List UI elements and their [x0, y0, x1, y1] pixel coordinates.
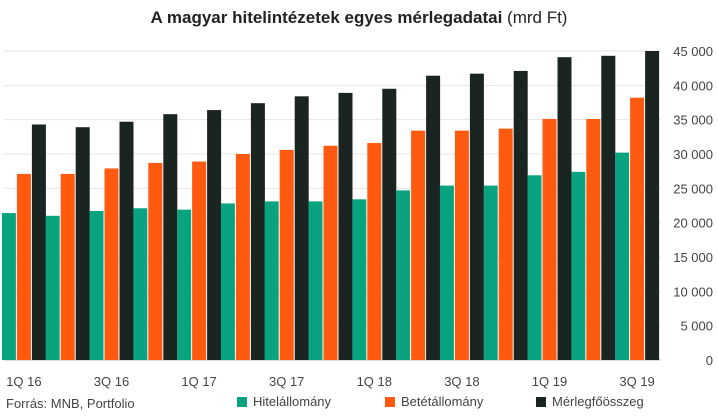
bar-series-1 [630, 97, 645, 361]
bar-series-1 [104, 168, 119, 360]
bar-series-1 [542, 118, 557, 360]
bar-series-0 [1, 213, 16, 360]
bar-series-2 [469, 73, 484, 360]
legend-item-1: Betétállomány [385, 394, 483, 409]
y-tick-label: 35 000 [673, 113, 713, 128]
bar-series-0 [308, 201, 323, 360]
bar-series-0 [571, 171, 586, 360]
bar-series-0 [527, 175, 542, 360]
bars [1, 51, 660, 361]
bar-series-1 [411, 130, 426, 360]
y-tick-label: 0 [706, 353, 713, 368]
bar-series-0 [133, 208, 148, 360]
bar-series-1 [235, 154, 250, 360]
bar-series-2 [382, 88, 397, 361]
bar-series-2 [645, 51, 660, 360]
legend-swatch-0 [237, 396, 247, 407]
bar-series-1 [279, 149, 294, 360]
legend-item-0: Hitelállomány [237, 394, 331, 409]
y-tick-label: 5 000 [680, 319, 713, 334]
chart-title-unit: (mrd Ft) [502, 8, 568, 27]
bar-series-1 [498, 128, 513, 360]
bar-series-1 [367, 143, 382, 360]
bar-series-1 [323, 145, 338, 360]
bar-series-2 [250, 103, 265, 360]
legend-item-2: Mérlegfőösszeg [536, 394, 644, 409]
y-tick-label: 25 000 [673, 181, 713, 196]
x-tick-label: 3Q 18 [444, 374, 479, 389]
legend-label-0: Hitelállomány [253, 394, 332, 409]
legend-swatch-1 [385, 396, 395, 407]
x-tick-label: 1Q 16 [6, 374, 41, 389]
y-tick-label: 20 000 [673, 216, 713, 231]
bar-series-1 [16, 173, 31, 360]
x-axis-ticks: 1Q 16 3Q 16 1Q 17 3Q 17 1Q 18 3Q 18 1Q 19 3Q 19 [6, 374, 655, 389]
y-tick-label: 15 000 [673, 250, 713, 265]
bar-series-2 [426, 75, 441, 360]
x-tick-label: 1Q 19 [532, 374, 567, 389]
x-tick-label: 3Q 16 [94, 374, 129, 389]
bar-series-1 [192, 161, 207, 360]
bar-series-2 [31, 124, 46, 361]
bar-series-0 [264, 201, 279, 360]
source-note: Forrás: MNB, Portfolio [6, 396, 135, 411]
bar-series-0 [89, 210, 104, 360]
bar-series-2 [207, 110, 222, 360]
x-tick-label: 3Q 19 [619, 374, 654, 389]
chart-title-main: A magyar hitelintézetek egyes mérlegadat… [150, 8, 503, 27]
bar-series-0 [220, 203, 235, 360]
legend-label-2: Mérlegfőösszeg [552, 394, 644, 409]
bar-series-0 [177, 209, 192, 360]
bar-series-2 [75, 127, 90, 360]
bar-series-1 [60, 173, 75, 360]
x-tick-label: 3Q 17 [269, 374, 304, 389]
y-axis-ticks: 0 5 000 10 000 15 000 20 000 25 000 30 000 35 0… [673, 44, 713, 368]
y-tick-label: 30 000 [673, 147, 713, 162]
bar-series-0 [396, 190, 411, 360]
bar-series-2 [294, 96, 309, 360]
bar-series-2 [513, 70, 528, 360]
y-tick-label: 10 000 [673, 284, 713, 299]
bar-series-0 [483, 185, 498, 360]
bar-series-1 [148, 162, 163, 360]
bar-series-2 [338, 92, 353, 361]
chart-title: A magyar hitelintézetek egyes mérlegadat… [0, 8, 718, 28]
y-tick-label: 40 000 [673, 78, 713, 93]
x-tick-label: 1Q 17 [181, 374, 216, 389]
bar-series-0 [45, 215, 60, 360]
bar-series-0 [615, 152, 630, 360]
bar-series-2 [119, 121, 134, 360]
bar-series-2 [601, 55, 616, 360]
bar-series-0 [352, 199, 367, 360]
bar-series-2 [163, 114, 178, 360]
bar-series-2 [557, 57, 572, 361]
bar-series-0 [439, 185, 454, 360]
bar-series-1 [586, 118, 601, 360]
legend-swatch-2 [536, 396, 546, 407]
legend-label-1: Betétállomány [401, 394, 484, 409]
y-tick-label: 45 000 [673, 44, 713, 59]
x-tick-label: 1Q 18 [357, 374, 392, 389]
bar-series-1 [454, 130, 469, 360]
